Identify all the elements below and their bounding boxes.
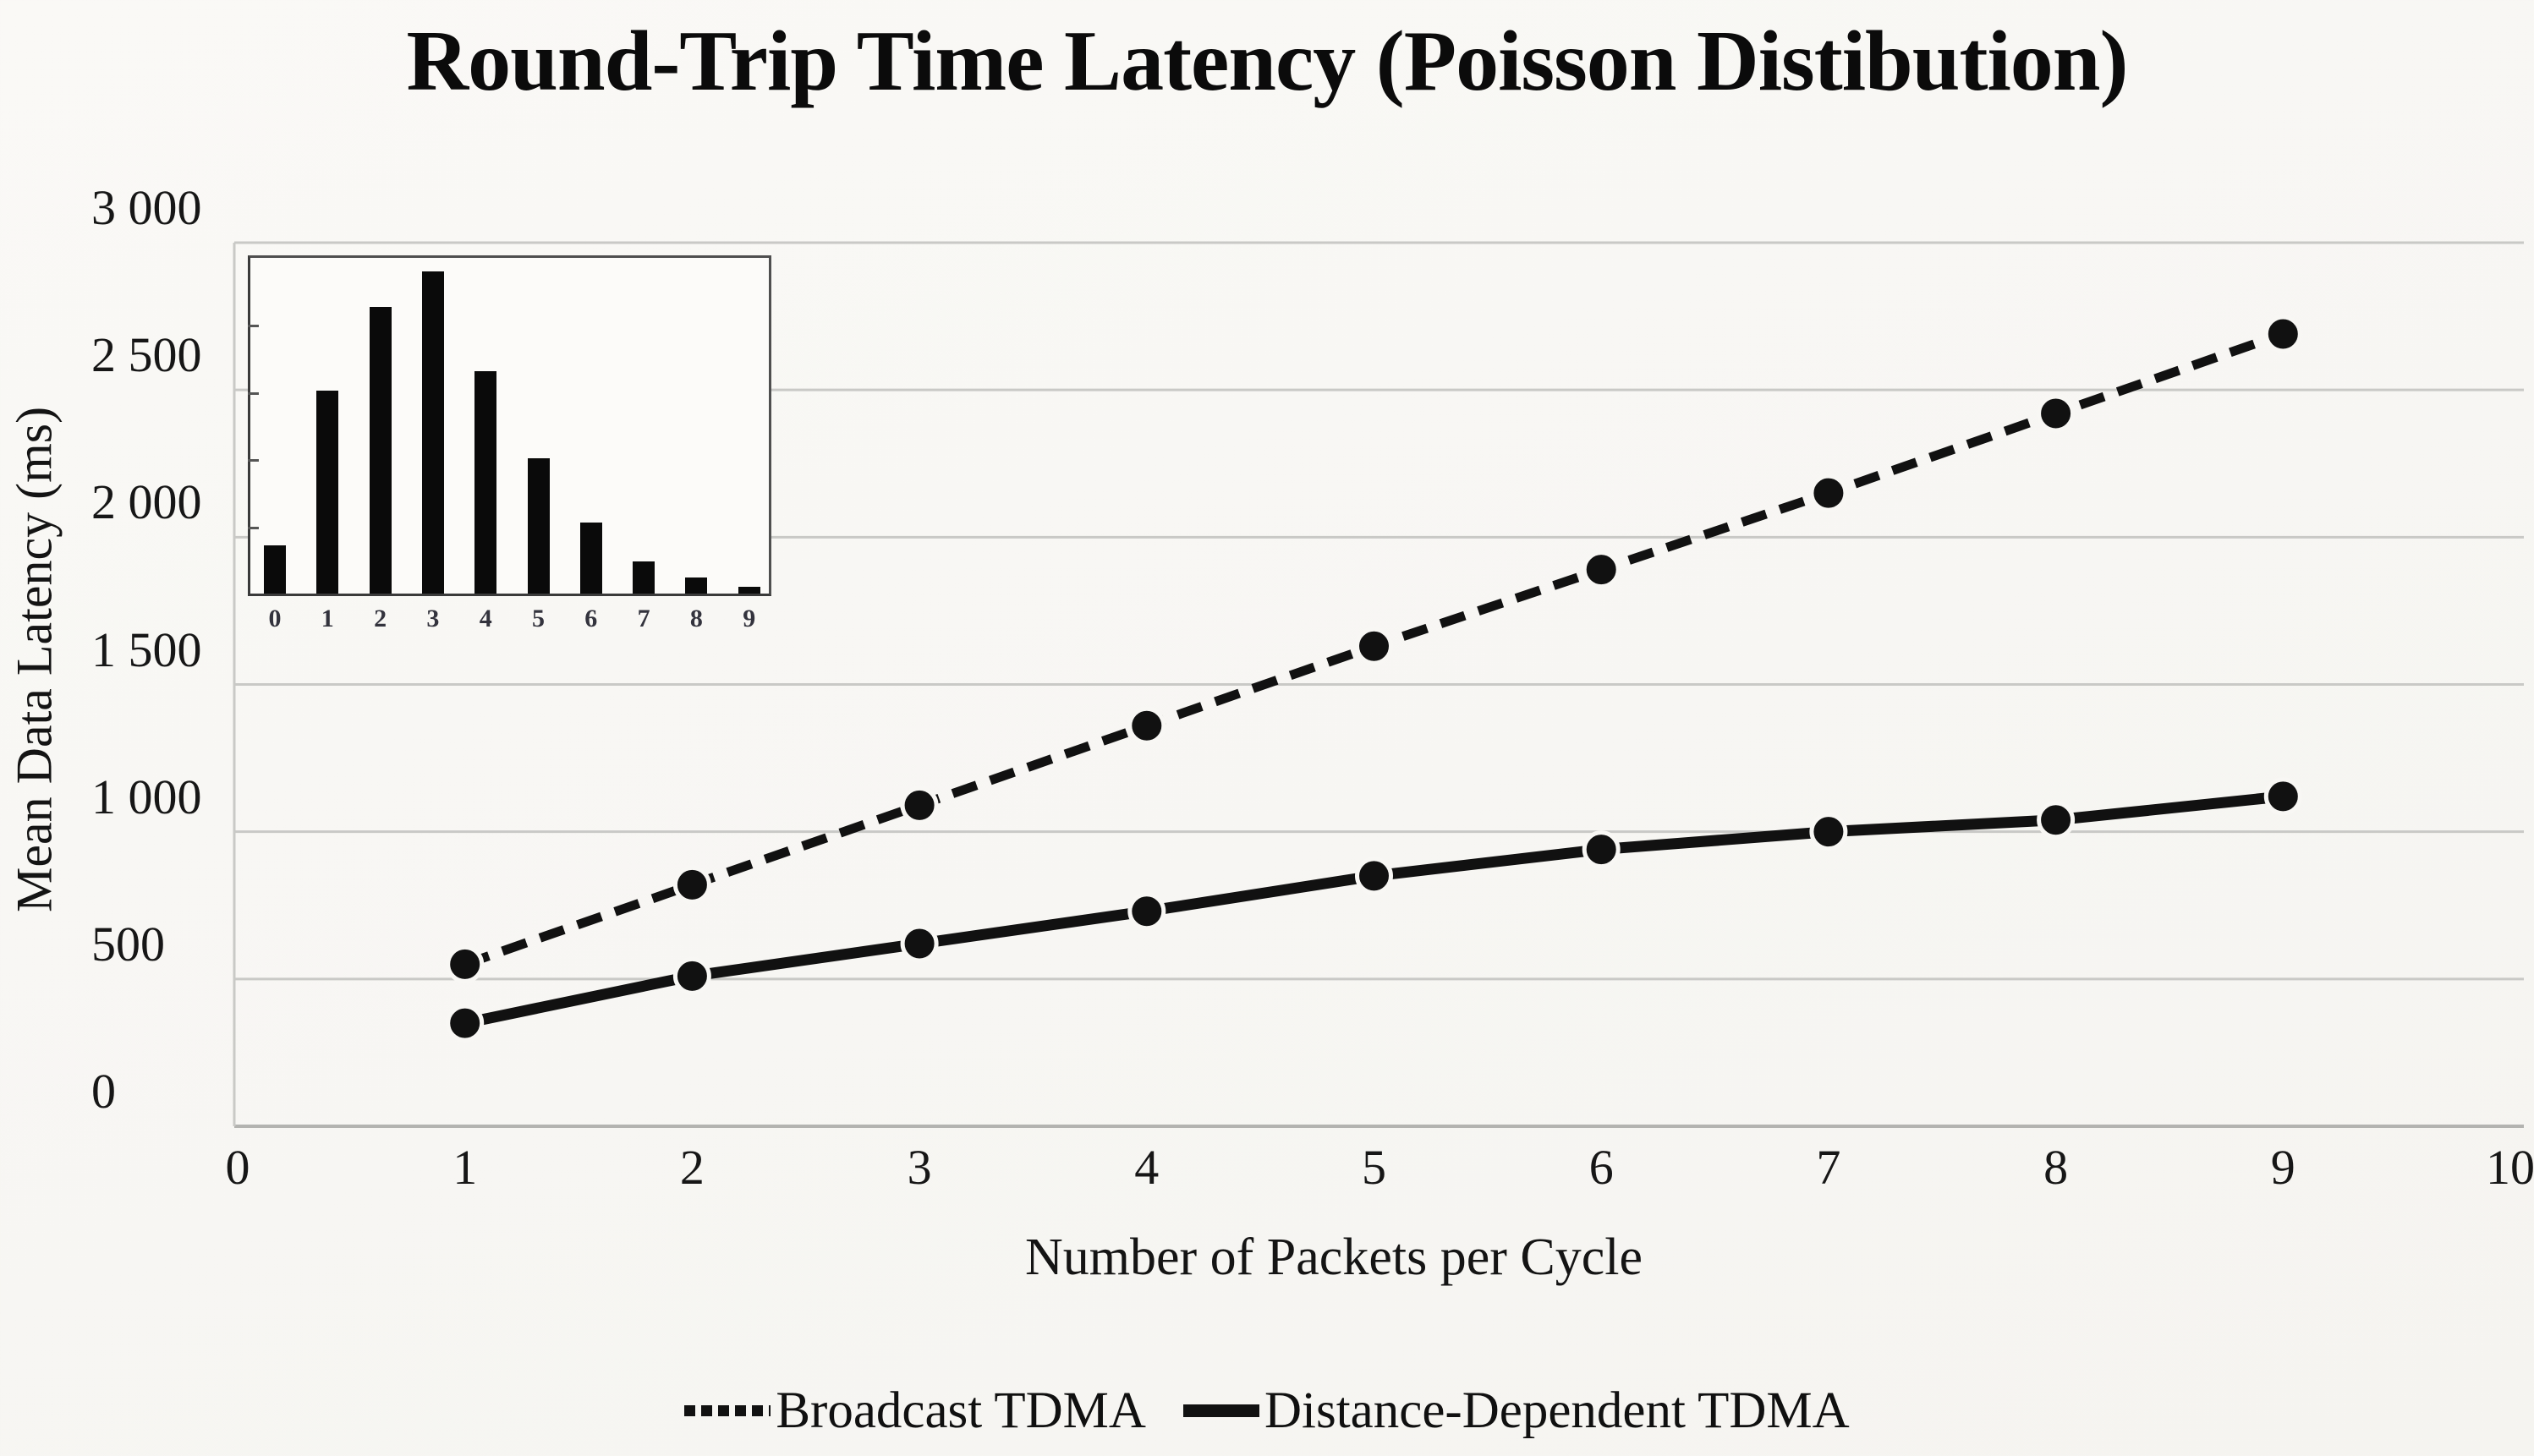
y-tick-label-2500: 2 500 — [91, 327, 202, 383]
inset-bar-5 — [527, 458, 550, 594]
y-tick-label-1000: 1 000 — [91, 769, 202, 824]
legend-label: Broadcast TDMA — [776, 1382, 1146, 1439]
x-tick-label-10: 10 — [2486, 1140, 2534, 1195]
x-tick-label-2: 2 — [679, 1140, 705, 1195]
inset-y-tick-1 — [248, 392, 259, 395]
legend-entry-distance-dependent-tdma: Distance-Dependent TDMA — [1182, 1382, 1850, 1439]
inset-bar-1 — [316, 391, 339, 594]
x-tick-label-0: 0 — [225, 1140, 250, 1195]
data-point-distance-x3 — [900, 924, 939, 963]
data-point-broadcast-x5 — [1355, 627, 1393, 665]
legend-entry-broadcast-tdma: Broadcast TDMA — [684, 1385, 1146, 1437]
inset-bar-0 — [264, 545, 286, 594]
data-point-broadcast-x1 — [446, 944, 485, 983]
x-axis-title: Number of Packets per Cycle — [1025, 1229, 1643, 1286]
inset-bar-7 — [633, 561, 655, 594]
inset-bar-6 — [579, 523, 602, 594]
inset-x-label-7: 7 — [637, 605, 650, 632]
x-tick-label-4: 4 — [1134, 1140, 1160, 1195]
y-tick-label-2000: 2 000 — [91, 474, 202, 530]
x-tick-label-1: 1 — [452, 1140, 478, 1195]
x-tick-label-7: 7 — [1816, 1140, 1841, 1195]
data-point-distance-x8 — [2037, 801, 2076, 840]
data-point-distance-x7 — [1809, 813, 1848, 851]
legend-dashed-line-sample — [684, 1404, 771, 1416]
inset-x-label-4: 4 — [479, 605, 492, 632]
data-point-distance-x9 — [2263, 777, 2302, 816]
data-point-broadcast-x4 — [1127, 706, 1166, 745]
inset-bar-3 — [421, 271, 444, 594]
x-tick-label-8: 8 — [2043, 1140, 2069, 1195]
inset-x-label-0: 0 — [268, 605, 282, 632]
data-point-broadcast-x7 — [1809, 473, 1848, 512]
data-point-broadcast-x2 — [672, 865, 711, 904]
x-tick-label-3: 3 — [907, 1140, 932, 1195]
data-point-distance-x5 — [1355, 857, 1393, 895]
inset-x-label-3: 3 — [426, 605, 440, 632]
inset-bar-4 — [474, 371, 497, 594]
x-tick-label-6: 6 — [1588, 1140, 1614, 1195]
inset-x-label-2: 2 — [374, 605, 387, 632]
inset-bar-2 — [369, 307, 392, 594]
x-tick-label-5: 5 — [1362, 1140, 1386, 1195]
inset-x-label-9: 9 — [743, 605, 756, 632]
y-tick-label-1500: 1 500 — [91, 621, 202, 677]
inset-bar-9 — [738, 587, 760, 594]
inset-y-tick-0 — [248, 325, 259, 327]
data-point-distance-x1 — [446, 1004, 485, 1043]
data-point-broadcast-x6 — [1582, 550, 1621, 589]
legend-solid-line-sample — [1182, 1404, 1259, 1417]
inset-bar-8 — [685, 577, 708, 594]
inset-x-label-8: 8 — [689, 605, 703, 632]
inset-y-tick-2 — [248, 459, 259, 462]
data-point-distance-x6 — [1582, 830, 1621, 869]
y-axis-title: Mean Data Latency (ms) — [6, 406, 63, 913]
inset-x-label-6: 6 — [584, 605, 598, 632]
y-tick-label-500: 500 — [91, 916, 165, 972]
chart-legend: Broadcast TDMA Distance-Dependent TDMA — [0, 1380, 2534, 1441]
data-point-broadcast-x3 — [900, 785, 939, 824]
legend-label: Distance-Dependent TDMA — [1264, 1382, 1850, 1439]
data-point-distance-x2 — [672, 956, 711, 995]
y-tick-label-3000: 3 000 — [91, 180, 202, 235]
y-tick-label-0: 0 — [91, 1064, 116, 1119]
data-point-broadcast-x8 — [2037, 394, 2076, 433]
series-line-distance-dependent-tdma — [463, 791, 2284, 1029]
inset-poisson-histogram — [248, 255, 771, 596]
chart-title: Round-Trip Time Latency (Poisson Distibu… — [406, 14, 2129, 109]
x-tick-label-9: 9 — [2270, 1140, 2295, 1195]
inset-x-label-5: 5 — [532, 605, 545, 632]
data-point-broadcast-x9 — [2263, 315, 2302, 353]
inset-x-label-1: 1 — [321, 605, 334, 632]
inset-y-tick-3 — [248, 527, 259, 529]
data-point-distance-x4 — [1127, 892, 1166, 931]
